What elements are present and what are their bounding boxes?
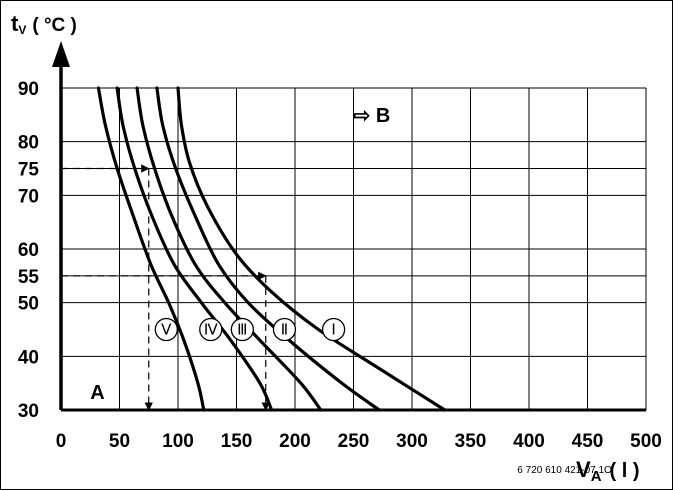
curve-label-text: Ⅰ [331,323,335,339]
curve-label-text: Ⅲ [237,323,247,339]
y-axis-subscript: V [18,23,26,37]
curve-label-text: Ⅱ [281,323,288,339]
y-axis-title: tV ( °C ) [11,11,77,37]
curve-label-5: Ⅴ [154,317,178,342]
axes [52,41,646,412]
x-tick-label: 100 [162,431,194,452]
y-tick-label: 40 [18,347,39,368]
grid [61,87,647,410]
x-tick-label: 500 [630,431,662,452]
curve-label-2: Ⅱ [272,317,297,342]
x-axis-title: VA ( l ) [576,457,640,485]
x-axis-symbol: V [576,457,591,482]
x-tick-label: 250 [338,431,370,452]
curve-v [96,86,206,412]
curve-label-4: Ⅳ [199,317,223,342]
y-tick-label: 30 [18,401,39,422]
x-tick-label: 50 [109,431,130,452]
y-axis-unit: ( °C ) [32,15,77,36]
y-axis-arrow [52,41,70,67]
curve-label-3: Ⅲ [230,317,255,342]
curve-label-circle [321,317,346,342]
y-tick-label: 80 [18,133,39,154]
x-tick-label: 400 [513,431,545,452]
curve-label-text: Ⅳ [204,323,218,339]
curve-label-1: Ⅰ [321,317,346,342]
x-tick-label: 350 [455,431,487,452]
y-tick-label: 50 [18,294,39,315]
curve-label-circle [230,317,255,342]
y-tick-label: 75 [18,160,40,181]
x-axis-unit: ( l ) [610,460,640,482]
curve-label-circle [272,317,297,342]
x-tick-label: 150 [221,431,253,452]
x-tick-label: 450 [572,431,604,452]
y-tick-label: 60 [18,240,39,261]
x-tick-label: 300 [396,431,428,452]
curve-label-circle [199,317,223,342]
curves [96,86,447,412]
x-tick-label: 200 [279,431,311,452]
y-tick-label: 90 [18,79,39,100]
curve-label-text: Ⅴ [161,323,172,339]
y-tick-label: 55 [18,267,40,288]
x-tick-label: 0 [56,431,67,452]
annotations: ⇨ B A 6 720 610 421-07.1O [90,105,612,476]
curve-i [176,86,447,412]
x-tick-labels: 0 50 100 150 200 250 300 350 400 450 500 [56,431,662,452]
x-axis-subscript: A [591,468,602,485]
curve-iii [135,86,323,412]
annotation-a: A [90,382,104,404]
curve-iv [115,86,274,412]
figure-reference-number: 6 720 610 421-07.1O [517,465,612,476]
annotation-b: ⇨ B [354,105,391,127]
curve-label-circle [154,317,178,342]
y-tick-label: 70 [18,186,39,207]
y-axis-symbol: t [11,11,19,36]
y-tick-labels: 30 40 50 55 60 70 75 80 90 [18,79,40,422]
curve-ii [155,86,381,412]
curve-labels: Ⅰ Ⅱ Ⅲ Ⅳ Ⅴ [154,317,346,342]
